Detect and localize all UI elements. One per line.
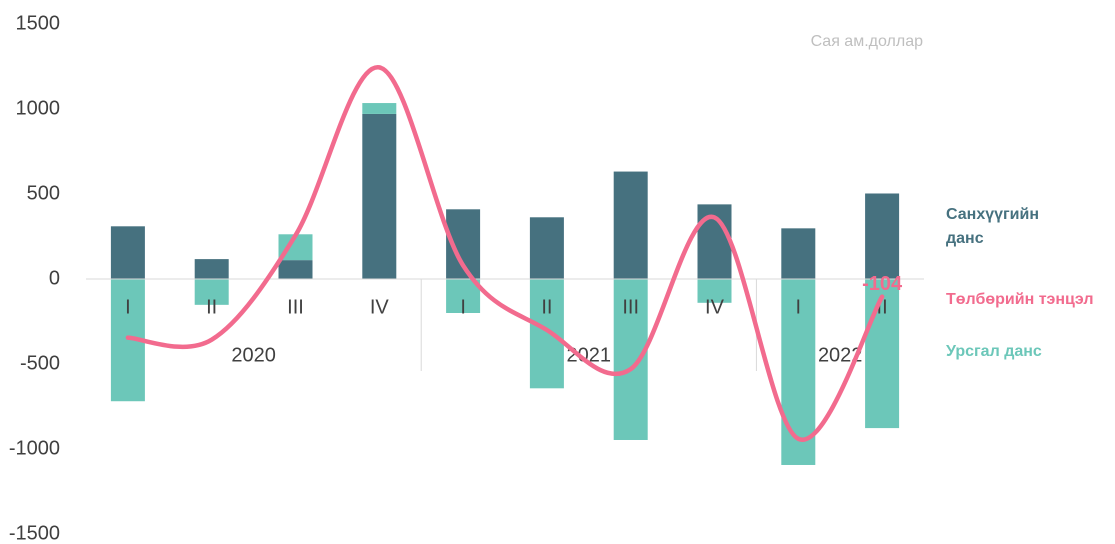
bar [194, 279, 229, 305]
bar [110, 226, 145, 279]
bar [865, 193, 900, 279]
group-label: 2021 [567, 344, 612, 366]
x-tick-label: III [622, 296, 639, 318]
bar [362, 113, 397, 280]
group-label: 2020 [231, 344, 276, 366]
bar [781, 228, 816, 279]
y-tick-label: 0 [49, 267, 60, 289]
x-tick-label: II [877, 296, 888, 318]
bar [697, 279, 732, 303]
legend-entry: Төлбөрийн тэнцэл [946, 291, 1094, 308]
x-tick-label: II [206, 296, 217, 318]
x-tick-label: I [125, 296, 131, 318]
unit-label: Сая ам.доллар [811, 33, 924, 50]
y-tick-label: -500 [20, 352, 60, 374]
y-tick-label: -1000 [9, 437, 60, 459]
y-tick-label: -1500 [9, 522, 60, 544]
bar [529, 279, 564, 389]
x-tick-label: I [796, 296, 802, 318]
bar [781, 279, 816, 465]
bar [446, 279, 481, 313]
line [125, 65, 885, 442]
legend-entry: Урсгал данс [946, 343, 1042, 360]
bar [278, 260, 313, 279]
data-label: -104 [862, 273, 903, 295]
x-tick-label: III [287, 296, 304, 318]
x-tick-label: I [460, 296, 466, 318]
bar [865, 279, 900, 429]
bar [613, 171, 648, 279]
bar [194, 259, 229, 279]
bar [529, 217, 564, 279]
y-tick-label: 500 [27, 182, 60, 204]
x-tick-label: IV [705, 296, 725, 318]
y-tick-label: 1500 [16, 12, 61, 34]
legend-entry: Санхүүгийн данс [946, 206, 1040, 247]
y-tick-label: 1000 [16, 97, 61, 119]
x-tick-label: II [541, 296, 552, 318]
group-label: 2022 [818, 344, 863, 366]
x-tick-label: IV [370, 296, 390, 318]
bar [362, 103, 397, 114]
